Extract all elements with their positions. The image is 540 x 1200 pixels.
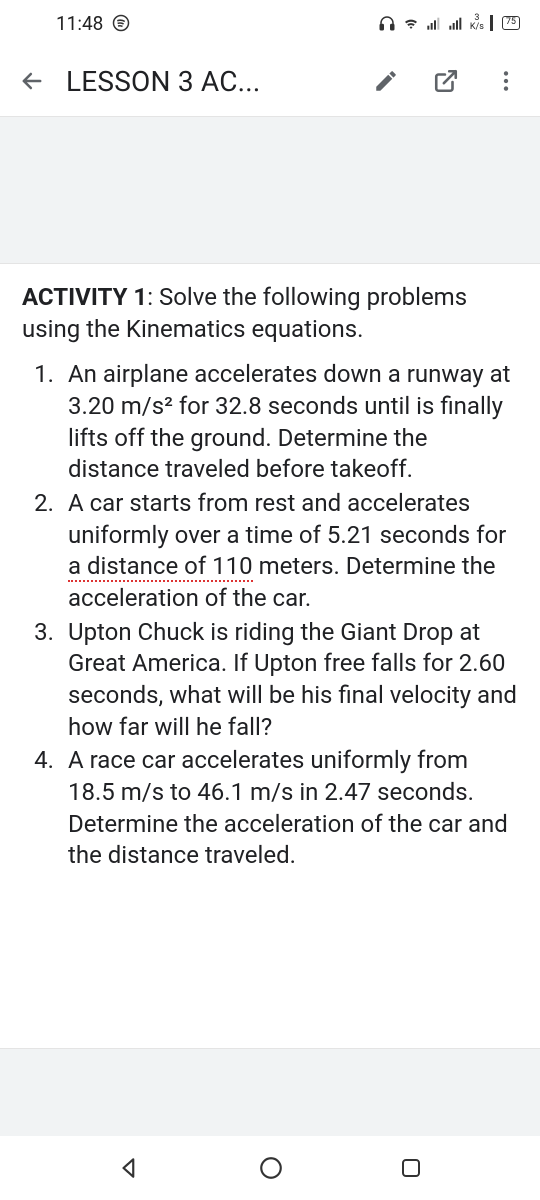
back-button[interactable] [10,67,54,95]
nav-home-button[interactable] [258,1155,284,1181]
data-rate: 3 K/s [470,14,484,32]
document-margin-bottom [0,1048,540,1136]
document-content[interactable]: ACTIVITY 1: Solve the following problems… [0,264,540,884]
arrow-left-icon [18,67,46,95]
signal-icon-2 [448,15,464,31]
nav-back-icon [117,1155,143,1181]
item-text: Upton Chuck is riding the Giant Drop at … [68,617,518,744]
item-number: 3. [22,617,68,744]
wifi-icon [402,14,420,32]
nav-recent-button[interactable] [399,1156,423,1180]
list-item: 2. A car starts from rest and accelerate… [22,488,518,615]
nav-recent-icon [399,1156,423,1180]
page-title: LESSON 3 AC... [66,65,350,98]
activity-label: ACTIVITY 1 [22,283,147,311]
list-item: 1. An airplane accelerates down a runway… [22,359,518,486]
item-text: A race car accelerates uniformly from 18… [68,745,518,872]
app-bar: LESSON 3 AC... [0,46,540,116]
list-item: 4. A race car accelerates uniformly from… [22,745,518,872]
item-number: 2. [22,488,68,615]
edit-button[interactable] [362,68,410,94]
system-nav-bar [0,1136,540,1200]
status-bar: 11:48 3 K/s 75 [0,0,540,46]
item-number: 4. [22,745,68,872]
item-text: An airplane accelerates down a runway at… [68,359,518,486]
spellcheck-underline: a distance of 110 [68,552,253,582]
battery-indicator: 75 [502,16,520,30]
spotify-icon [112,14,130,32]
status-time: 11:48 [56,12,130,35]
open-external-icon [433,68,459,94]
document-margin-top [0,116,540,264]
more-button[interactable] [482,68,530,94]
data-rate-unit: K/s [470,23,484,32]
item-text-pre: A car starts from rest and accelerates u… [68,489,506,549]
item-text: A car starts from rest and accelerates u… [68,488,518,615]
time-text: 11:48 [56,12,103,35]
activity-heading: ACTIVITY 1: Solve the following problems… [22,282,518,345]
nav-back-button[interactable] [117,1155,143,1181]
status-icons: 3 K/s 75 [378,14,520,32]
battery-level: 75 [506,17,516,27]
headphones-icon [378,14,396,32]
signal-icon-1 [426,15,442,31]
list-item: 3. Upton Chuck is riding the Giant Drop … [22,617,518,744]
volte-icon [490,15,496,31]
more-vert-icon [493,68,519,94]
open-external-button[interactable] [422,68,470,94]
nav-home-icon [258,1155,284,1181]
item-number: 1. [22,359,68,486]
pencil-icon [373,68,399,94]
problem-list: 1. An airplane accelerates down a runway… [22,359,518,872]
